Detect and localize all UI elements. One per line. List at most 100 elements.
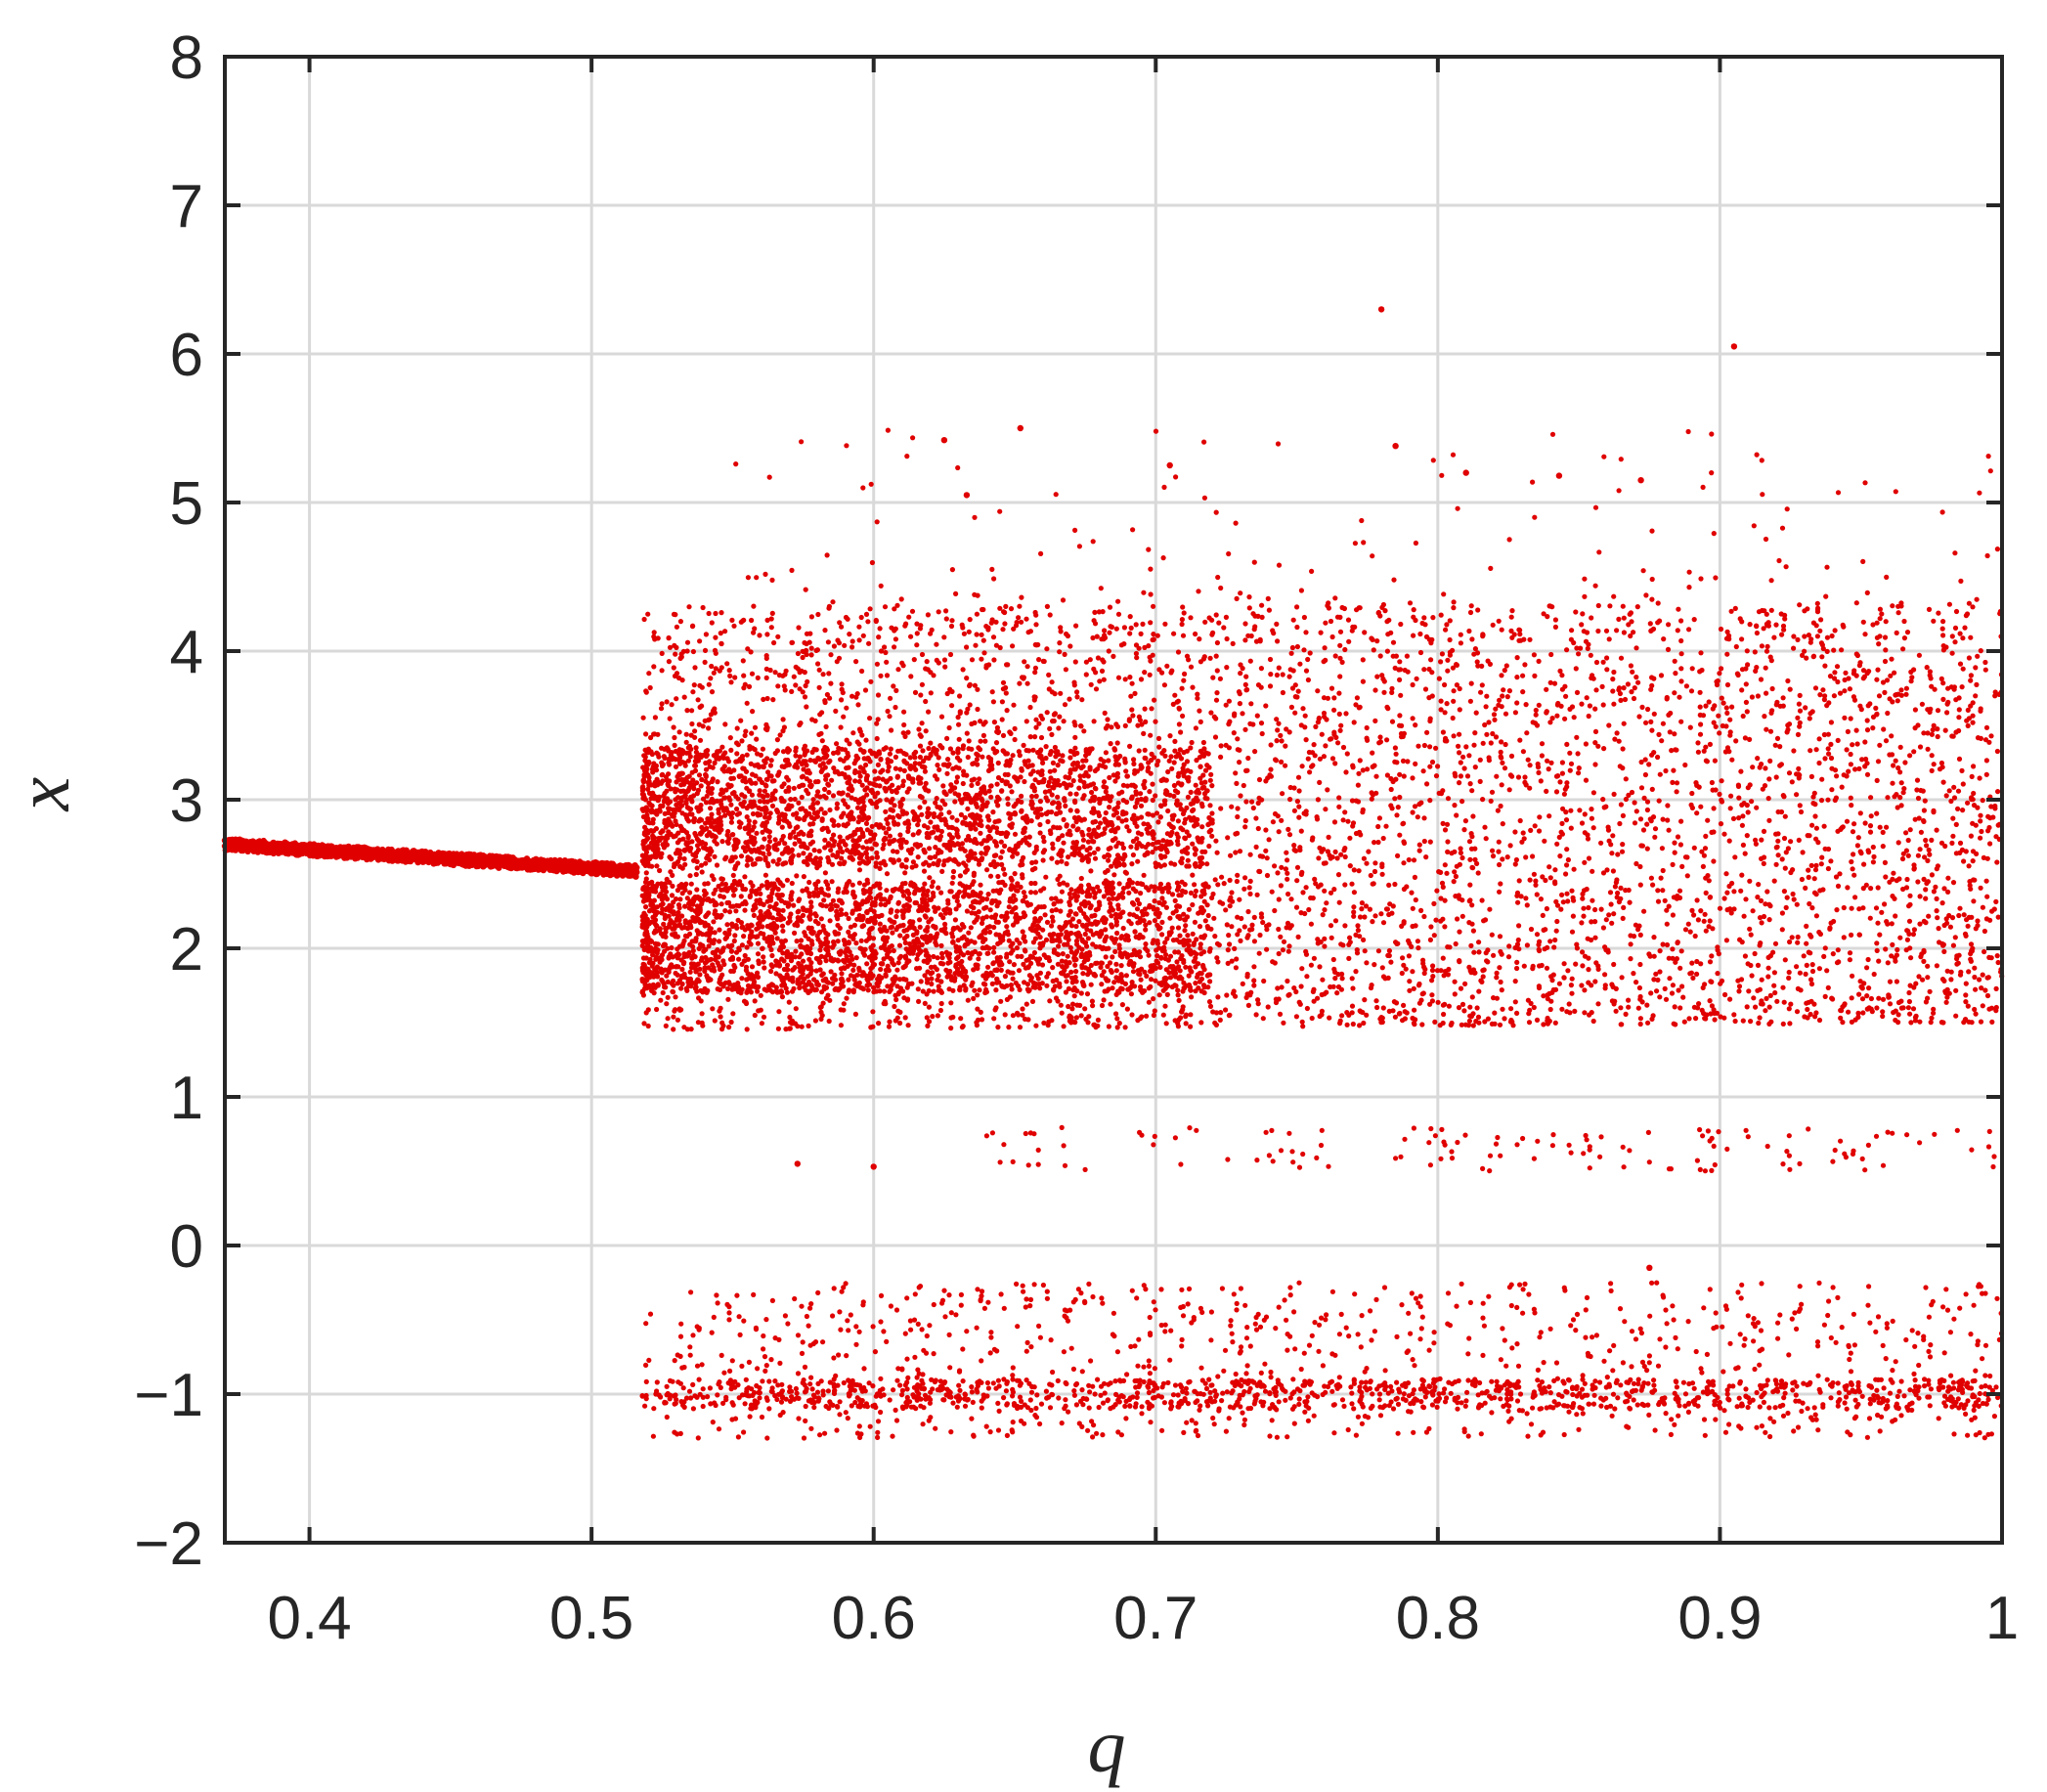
data-point [702,647,709,654]
data-point [1809,962,1815,968]
data-point [1579,920,1585,926]
data-point [1305,756,1311,762]
data-point [1755,756,1761,762]
data-point [1317,964,1323,970]
data-point [1860,886,1866,892]
data-point [1231,730,1237,736]
data-point [1750,765,1756,770]
data-point [1044,646,1050,652]
data-point [1181,610,1187,616]
data-point [1339,1013,1345,1019]
data-point [1661,636,1667,642]
data-point [1931,1010,1937,1016]
data-point [709,620,715,626]
data-point [1791,896,1797,902]
data-point [1894,878,1899,884]
data-point [1868,1006,1874,1012]
data-point [1797,803,1803,809]
data-point [1749,694,1755,700]
data-point [1190,901,1196,908]
data-point [1536,658,1542,665]
data-point [1368,872,1373,879]
data-point [1695,740,1701,746]
data-point [1853,673,1859,678]
data-point [1255,682,1262,688]
data-point [1527,877,1533,883]
data-point [1918,829,1924,835]
data-point [1544,905,1549,912]
data-point [1426,695,1432,701]
data-point [1582,953,1589,959]
data-point [1502,668,1507,674]
data-point [924,1015,930,1021]
data-point [1993,834,1999,840]
data-point [1678,618,1684,624]
data-point [1151,632,1156,637]
data-point [1629,619,1634,625]
data-point [1822,756,1828,762]
data-point [1429,967,1436,974]
data-point [1417,631,1423,637]
data-point [1867,823,1874,829]
data-point [1672,840,1677,846]
data-point [972,987,978,993]
data-point [1375,610,1381,616]
data-point [1714,678,1720,684]
data-point [1128,625,1134,632]
data-point [1623,888,1629,894]
data-point [1498,754,1503,760]
data-point [944,735,950,742]
data-point [1537,814,1543,820]
data-point [1006,1025,1012,1030]
data-point [686,604,692,610]
data-point [1010,853,1016,859]
data-point [1497,934,1503,940]
data-point [1637,816,1644,822]
data-point [1442,862,1448,868]
data-point [791,785,797,791]
data-point [1276,665,1282,671]
data-point [960,625,966,631]
data-point [757,633,762,638]
data-point [1951,784,1957,790]
data-point [1416,848,1422,853]
data-point [1834,907,1840,913]
data-point [1642,771,1648,778]
data-point [1338,722,1344,728]
data-point [1101,997,1107,1003]
data-point [1986,954,1992,961]
data-point [1496,839,1502,845]
data-point [1355,923,1361,929]
data-point [938,890,944,896]
data-point [1114,740,1120,746]
data-point [1674,956,1679,962]
data-point [1433,745,1439,751]
data-point [1171,760,1177,765]
data-point [1586,713,1591,720]
data-point [1469,834,1475,840]
data-point [1524,902,1530,908]
data-point [921,823,928,829]
data-point [1531,1004,1537,1011]
data-point [1790,891,1796,897]
data-point [1592,762,1598,767]
data-point [1546,813,1552,819]
data-point [1862,739,1868,745]
data-point [1103,809,1109,816]
data-point [941,634,947,640]
data-point [1576,770,1582,776]
data-point [724,661,730,667]
data-point [1639,843,1645,849]
data-point [1128,844,1134,850]
data-point [950,868,957,875]
data-point [1808,862,1814,869]
data-point [1727,996,1733,1002]
data-point [1679,983,1685,989]
data-point [691,682,697,688]
data-point [1832,676,1838,681]
data-point [1300,890,1306,896]
data-point [1241,782,1246,789]
data-point [1762,608,1767,614]
data-point [678,654,684,660]
data-point [919,721,925,726]
